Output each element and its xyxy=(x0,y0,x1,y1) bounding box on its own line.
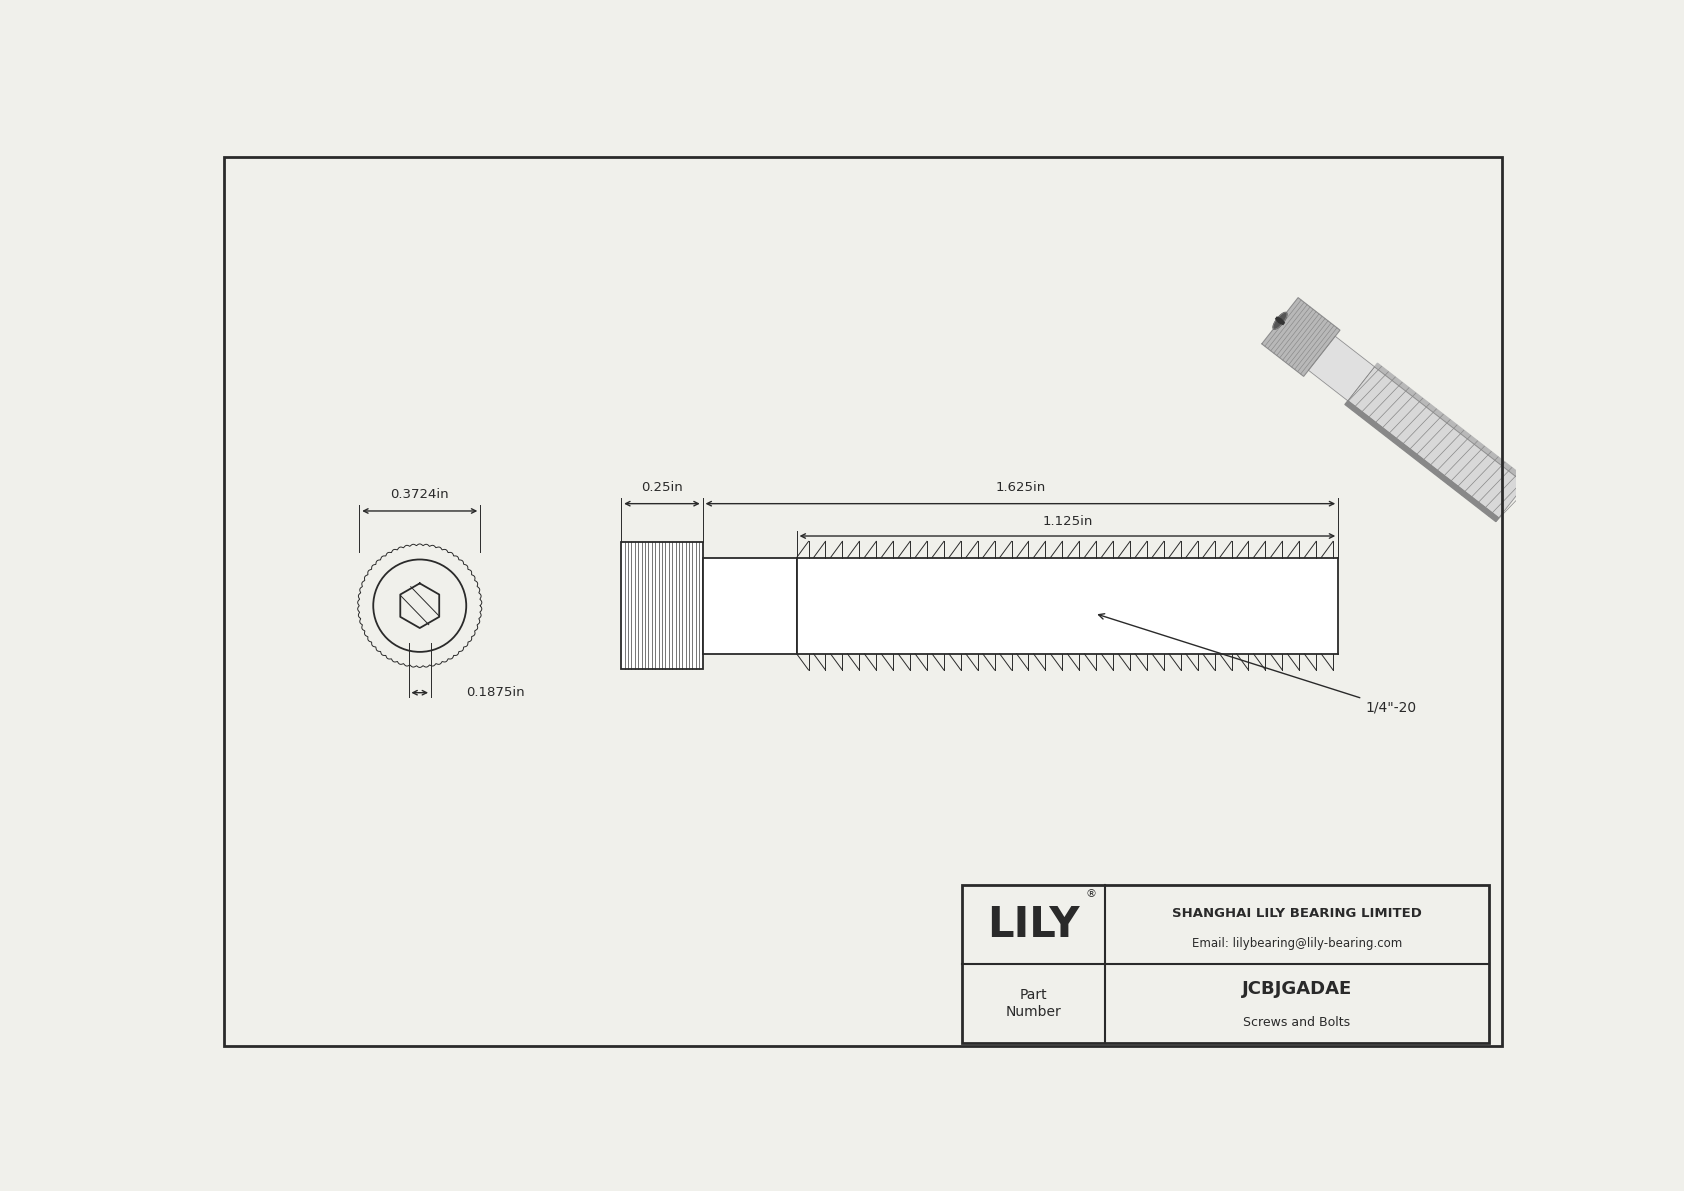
Text: Part
Number: Part Number xyxy=(1005,989,1061,1018)
Text: Email: lilybearing@lily-bearing.com: Email: lilybearing@lily-bearing.com xyxy=(1192,937,1403,950)
Polygon shape xyxy=(1276,317,1285,324)
Bar xyxy=(621,542,702,669)
Text: 0.25in: 0.25in xyxy=(642,481,682,494)
Bar xyxy=(962,885,1489,1043)
Text: 1/4"-20: 1/4"-20 xyxy=(1098,613,1416,715)
Polygon shape xyxy=(1347,367,1526,518)
Bar xyxy=(702,557,797,654)
Polygon shape xyxy=(1273,312,1287,329)
Polygon shape xyxy=(1261,298,1340,376)
Polygon shape xyxy=(1346,401,1499,522)
Text: SHANGHAI LILY BEARING LIMITED: SHANGHAI LILY BEARING LIMITED xyxy=(1172,908,1421,921)
Polygon shape xyxy=(1374,363,1529,484)
Text: ®: ® xyxy=(1084,890,1096,899)
Text: 0.1875in: 0.1875in xyxy=(466,686,524,699)
Text: JCBJGADAE: JCBJGADAE xyxy=(1241,980,1352,998)
Text: 0.3724in: 0.3724in xyxy=(391,488,450,501)
Text: Screws and Bolts: Screws and Bolts xyxy=(1243,1016,1351,1029)
Text: 1.625in: 1.625in xyxy=(995,481,1046,494)
Polygon shape xyxy=(1308,336,1374,401)
Bar xyxy=(797,557,1339,654)
Text: LILY: LILY xyxy=(987,904,1079,946)
Text: 1.125in: 1.125in xyxy=(1042,516,1093,529)
